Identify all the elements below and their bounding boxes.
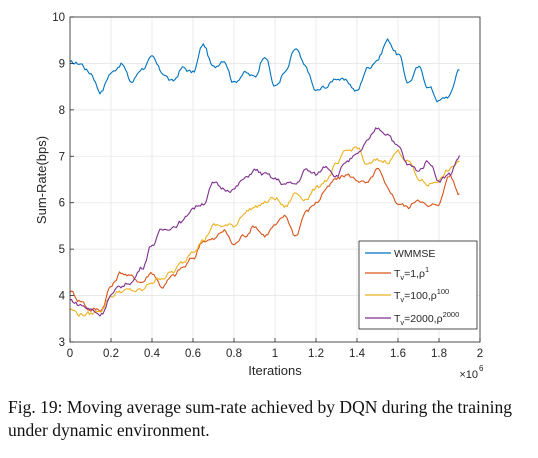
x-axis-label: Iterations bbox=[248, 363, 302, 378]
x-tick-label: 2 bbox=[477, 348, 483, 360]
x-tick-label: 0.6 bbox=[185, 348, 201, 360]
x-tick-label: 1.6 bbox=[390, 348, 406, 360]
legend-label: WMMSE bbox=[394, 248, 435, 260]
legend: WMMSE Tv=1,ρ1 Tv=100,ρ100 Tv=2000,ρ2000 bbox=[358, 240, 478, 330]
series-line bbox=[69, 127, 461, 317]
legend-label: Tv=1,ρ1 bbox=[394, 265, 429, 282]
figure-caption: Fig. 19: Moving average sum-rate achieve… bbox=[8, 397, 512, 440]
y-tick-label: 8 bbox=[59, 105, 65, 117]
chart: 0 0.2 0.4 0.6 0.8 1 1.2 1.4 1.6 1.8 2 3 4 5 6 7 8 9 10 It… bbox=[34, 12, 484, 381]
series-line bbox=[69, 167, 460, 312]
series-lines bbox=[69, 38, 461, 317]
x-tick-label: 1.2 bbox=[308, 348, 324, 360]
legend-label: Tv=100,ρ100 bbox=[394, 287, 449, 304]
x-multiplier-exponent: 6 bbox=[479, 364, 484, 373]
y-tick-label: 7 bbox=[59, 151, 65, 163]
y-tick-label: 5 bbox=[59, 244, 65, 256]
x-tick-label: 0 bbox=[67, 348, 73, 360]
x-tick-label: 1.8 bbox=[431, 348, 447, 360]
series-line bbox=[69, 146, 460, 317]
y-tick-label: 4 bbox=[59, 291, 66, 303]
x-tick-label: 0.2 bbox=[103, 348, 119, 360]
x-axis: 0 0.2 0.4 0.6 0.8 1 1.2 1.4 1.6 1.8 2 bbox=[67, 338, 483, 360]
series-line bbox=[69, 38, 460, 103]
x-multiplier-base: ×10 bbox=[459, 369, 478, 381]
x-tick-label: 0.8 bbox=[226, 348, 242, 360]
x-axis-multiplier: ×10 6 bbox=[459, 364, 484, 381]
legend-label: Tv=2000,ρ2000 bbox=[394, 310, 459, 327]
y-axis: 3 4 5 6 7 8 9 10 bbox=[52, 12, 74, 349]
y-tick-label: 9 bbox=[59, 58, 65, 70]
y-tick-label: 3 bbox=[59, 337, 65, 349]
x-tick-label: 0.4 bbox=[144, 348, 161, 360]
y-tick-label: 6 bbox=[59, 198, 65, 210]
x-tick-label: 1 bbox=[272, 348, 278, 360]
y-tick-label: 10 bbox=[52, 12, 65, 24]
y-axis-label: Sum-Rate(bps) bbox=[34, 136, 49, 224]
x-tick-label: 1.4 bbox=[349, 348, 366, 360]
legend-box bbox=[358, 240, 478, 330]
